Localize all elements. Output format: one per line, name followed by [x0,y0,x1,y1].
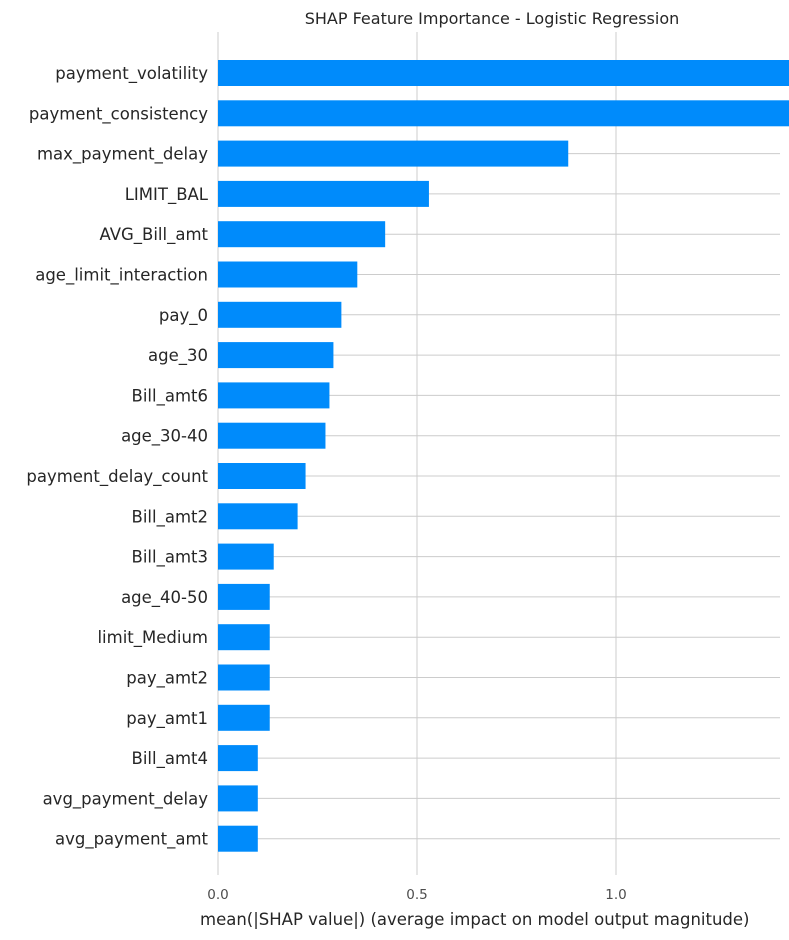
bar-LIMIT_BAL [218,180,429,207]
bar-age_40-50 [218,583,270,610]
bar-Bill_amt2 [218,503,298,530]
y-tick-label: payment_consistency [29,104,208,124]
y-tick-label: Bill_amt3 [132,548,208,568]
y-tick-label: LIMIT_BAL [125,185,209,205]
y-tick-label: pay_amt2 [126,669,208,689]
x-tick-label: 1.0 [605,887,626,903]
bar-age_30 [218,342,334,369]
x-tick-label: 0.5 [406,887,427,903]
x-tick-label: 0.0 [207,887,228,903]
bar-pay_amt2 [218,664,270,691]
y-tick-label: AVG_Bill_amt [99,225,208,245]
y-tick-label: Bill_amt4 [132,749,208,769]
bar-max_payment_delay [218,140,569,167]
y-tick-label: age_30 [148,346,208,366]
bar-pay_amt1 [218,704,270,731]
y-tick-label: max_payment_delay [37,145,208,165]
x-axis-label: mean(|SHAP value|) (average impact on mo… [200,910,750,929]
bar-AVG_Bill_amt [218,221,386,248]
bar-payment_consistency [218,100,789,127]
y-tick-label: Bill_amt2 [132,507,208,527]
bar-age_30-40 [218,422,326,449]
bar-Bill_amt6 [218,382,330,409]
y-tick-label: age_40-50 [121,588,208,608]
y-tick-label: payment_volatility [55,64,208,84]
y-tick-label: avg_payment_delay [43,789,209,809]
y-tick-label: avg_payment_amt [55,830,209,850]
y-tick-label: age_30-40 [121,427,208,447]
bar-avg_payment_amt [218,825,258,852]
y-tick-labels: payment_volatility payment_consistencymax… [26,64,208,850]
y-tick-label: pay_0 [159,306,208,326]
y-tick-label: payment_delay_count [26,467,208,487]
bar-layer [218,60,789,852]
chart-title: SHAP Feature Importance - Logistic Regre… [305,9,680,28]
y-tick-label: Bill_amt6 [132,386,208,406]
bar-payment_delay_count [218,463,306,489]
y-tick-label: pay_amt1 [126,709,208,729]
bar-payment_volatility [218,60,789,86]
x-tick-labels: 0.00.51.01.52.02.5 [207,887,626,903]
bar-avg_payment_delay [218,785,258,812]
y-tick-label: age_limit_interaction [35,266,208,286]
y-tick-label: limit_Medium [97,628,208,648]
bar-Bill_amt4 [218,745,258,772]
bar-Bill_amt3 [218,543,274,570]
bar-limit_Medium [218,624,270,651]
bar-pay_0 [218,301,342,328]
bar-age_limit_interaction [218,261,358,288]
